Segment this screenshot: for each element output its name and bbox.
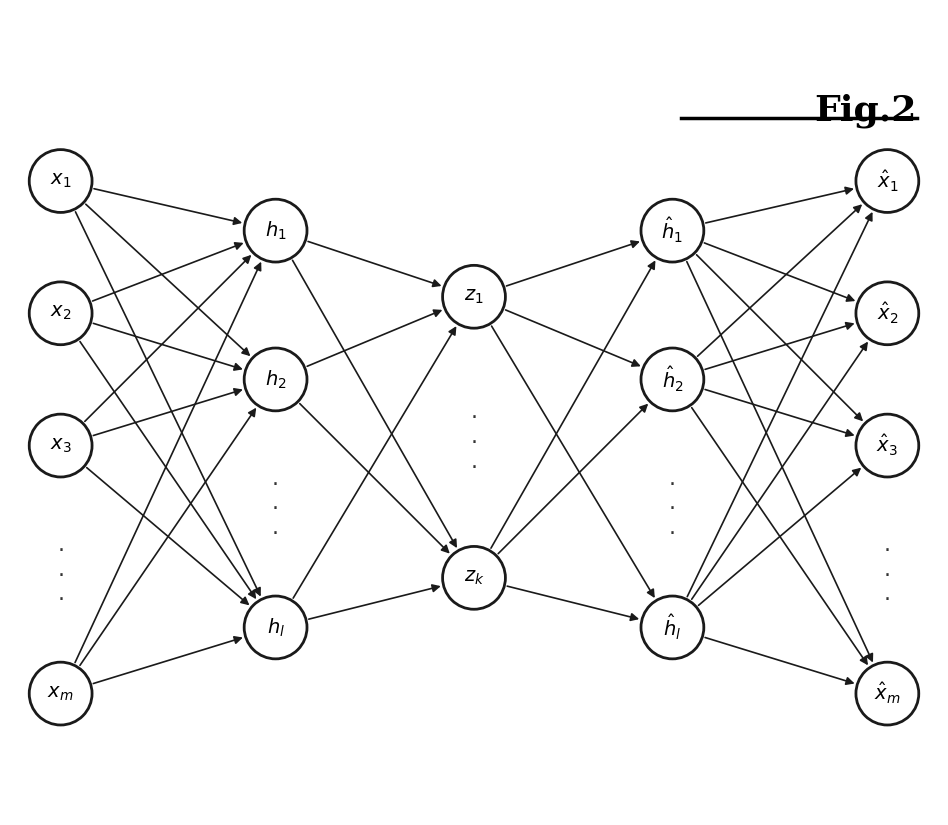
Text: $h_1$: $h_1$	[264, 219, 286, 242]
Text: $\hat{x}_m$: $\hat{x}_m$	[874, 681, 901, 706]
Circle shape	[856, 662, 919, 725]
Text: $\hat{x}_3$: $\hat{x}_3$	[877, 433, 899, 458]
Text: .: .	[272, 469, 279, 488]
Text: $z_1$: $z_1$	[465, 288, 483, 306]
Text: $x_2$: $x_2$	[50, 304, 71, 323]
Text: Fig.2: Fig.2	[814, 94, 917, 129]
Text: .: .	[884, 584, 891, 605]
Circle shape	[641, 199, 703, 262]
Text: .: .	[57, 559, 64, 580]
Circle shape	[641, 348, 703, 411]
Text: $\hat{x}_2$: $\hat{x}_2$	[877, 300, 898, 326]
Text: .: .	[470, 403, 478, 422]
Text: $\hat{x}_1$: $\hat{x}_1$	[877, 168, 898, 194]
Circle shape	[245, 199, 307, 262]
Circle shape	[29, 414, 92, 477]
Text: $\hat{h}_2$: $\hat{h}_2$	[662, 365, 684, 394]
Text: .: .	[669, 493, 676, 513]
Text: .: .	[272, 493, 279, 513]
Text: .: .	[57, 535, 64, 554]
Text: $x_m$: $x_m$	[47, 685, 74, 703]
Text: $h_l$: $h_l$	[266, 616, 284, 639]
Text: $x_1$: $x_1$	[50, 172, 71, 191]
Circle shape	[856, 282, 919, 345]
Text: .: .	[884, 535, 891, 554]
Circle shape	[29, 149, 92, 212]
Text: $x_3$: $x_3$	[50, 436, 71, 455]
Text: $h_2$: $h_2$	[264, 368, 286, 390]
Circle shape	[443, 266, 505, 328]
Text: .: .	[272, 518, 279, 538]
Text: .: .	[669, 518, 676, 538]
Text: .: .	[57, 584, 64, 605]
Circle shape	[29, 282, 92, 345]
Text: .: .	[884, 559, 891, 580]
Text: $\hat{h}_l$: $\hat{h}_l$	[664, 613, 682, 642]
Text: $\hat{h}_1$: $\hat{h}_1$	[662, 216, 684, 245]
Circle shape	[443, 546, 505, 609]
Circle shape	[245, 348, 307, 411]
Text: .: .	[470, 427, 478, 447]
Circle shape	[856, 414, 919, 477]
Circle shape	[29, 662, 92, 725]
Circle shape	[856, 149, 919, 212]
Text: $z_k$: $z_k$	[464, 568, 484, 587]
Text: .: .	[669, 469, 676, 488]
Circle shape	[245, 596, 307, 659]
Circle shape	[641, 596, 703, 659]
Text: .: .	[470, 452, 478, 472]
